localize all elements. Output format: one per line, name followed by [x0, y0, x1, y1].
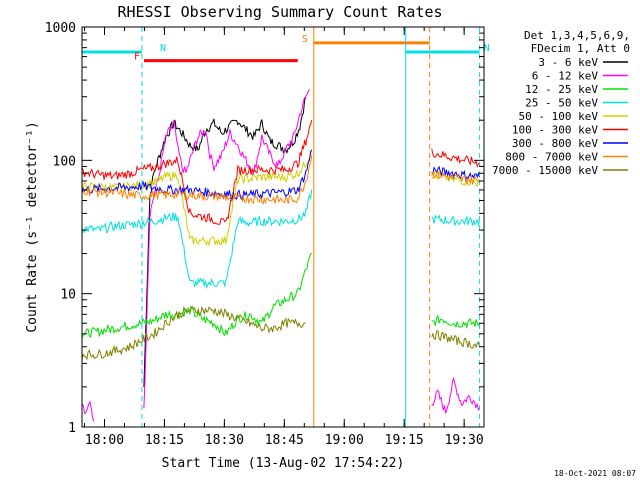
marker-label-0: N: [160, 43, 166, 54]
series-line-5-seg-0: [81, 120, 313, 225]
marker-label-3: S: [302, 34, 308, 45]
legend-label-3: 25 - 50 keV: [525, 97, 598, 110]
marker-label-1: N: [484, 43, 490, 54]
series-line-3-seg-1: [431, 214, 481, 227]
x-tick-label-5: 19:15: [385, 433, 424, 448]
legend-label-7: 800 - 7000 keV: [505, 151, 598, 164]
y-axis-ticks: 1 10 100 1000: [45, 21, 484, 436]
x-tick-label-4: 19:00: [325, 433, 364, 448]
series-line-8-seg-0: [81, 305, 306, 361]
y-tick-label-1: 10: [60, 288, 76, 303]
legend-header-0: Det 1,3,4,5,6,9,: [524, 29, 630, 42]
chart-title: RHESSI Observing Summary Count Rates: [117, 3, 442, 21]
series-line-0-seg-0: [143, 96, 307, 388]
x-axis-ticks: 18:00 18:15 18:30 18:45 19:00 19:15 19:30: [84, 27, 484, 448]
series-line-1-seg-2: [431, 376, 481, 414]
x-tick-label-2: 18:30: [205, 433, 244, 448]
legend-label-5: 100 - 300 keV: [512, 124, 598, 137]
series-line-2-seg-1: [431, 314, 481, 330]
y-tick-label-0: 1: [68, 421, 76, 436]
x-tick-label-6: 19:30: [445, 433, 484, 448]
y-tick-label-3: 1000: [45, 21, 76, 36]
series-line-1-seg-1: [143, 89, 311, 409]
legend-label-8: 7000 - 15000 keV: [492, 164, 598, 177]
legend-header-1: FDecim 1, Att 0: [531, 42, 630, 55]
series-line-5-seg-1: [431, 148, 480, 168]
marker-label-2: F: [134, 52, 140, 63]
y-axis-label: Count Rate (s⁻¹ detector⁻¹): [25, 121, 40, 332]
x-tick-label-3: 18:45: [265, 433, 304, 448]
series-line-1-seg-0: [81, 400, 95, 422]
series-line-8-seg-1: [431, 330, 481, 349]
series-line-7-seg-0: [81, 154, 313, 205]
timestamp: 18-Oct-2021 08:07: [554, 469, 636, 478]
x-tick-label-1: 18:15: [145, 433, 184, 448]
legend-label-2: 12 - 25 keV: [525, 83, 598, 96]
series-line-7-seg-1: [431, 170, 480, 185]
x-tick-label-0: 18:00: [85, 433, 124, 448]
legend-label-4: 50 - 100 keV: [519, 110, 599, 123]
x-axis-label: Start Time (13-Aug-02 17:54:22): [162, 456, 405, 471]
plot-frame: [81, 26, 485, 428]
legend-label-0: 3 - 6 keV: [538, 56, 598, 69]
boundary-lines: [141, 27, 481, 427]
legend: Det 1,3,4,5,6,9,FDecim 1, Att 03 - 6 keV…: [492, 29, 630, 177]
series-line-2-seg-0: [81, 253, 312, 339]
series-line-6-seg-0: [81, 149, 313, 200]
series-line-3-seg-0: [81, 189, 313, 290]
y-tick-label-2: 100: [53, 154, 76, 169]
legend-label-6: 300 - 800 keV: [512, 137, 598, 150]
series-layer: [81, 89, 481, 422]
legend-label-1: 6 - 12 keV: [532, 70, 599, 83]
coverage-markers: N N F S: [82, 34, 490, 63]
